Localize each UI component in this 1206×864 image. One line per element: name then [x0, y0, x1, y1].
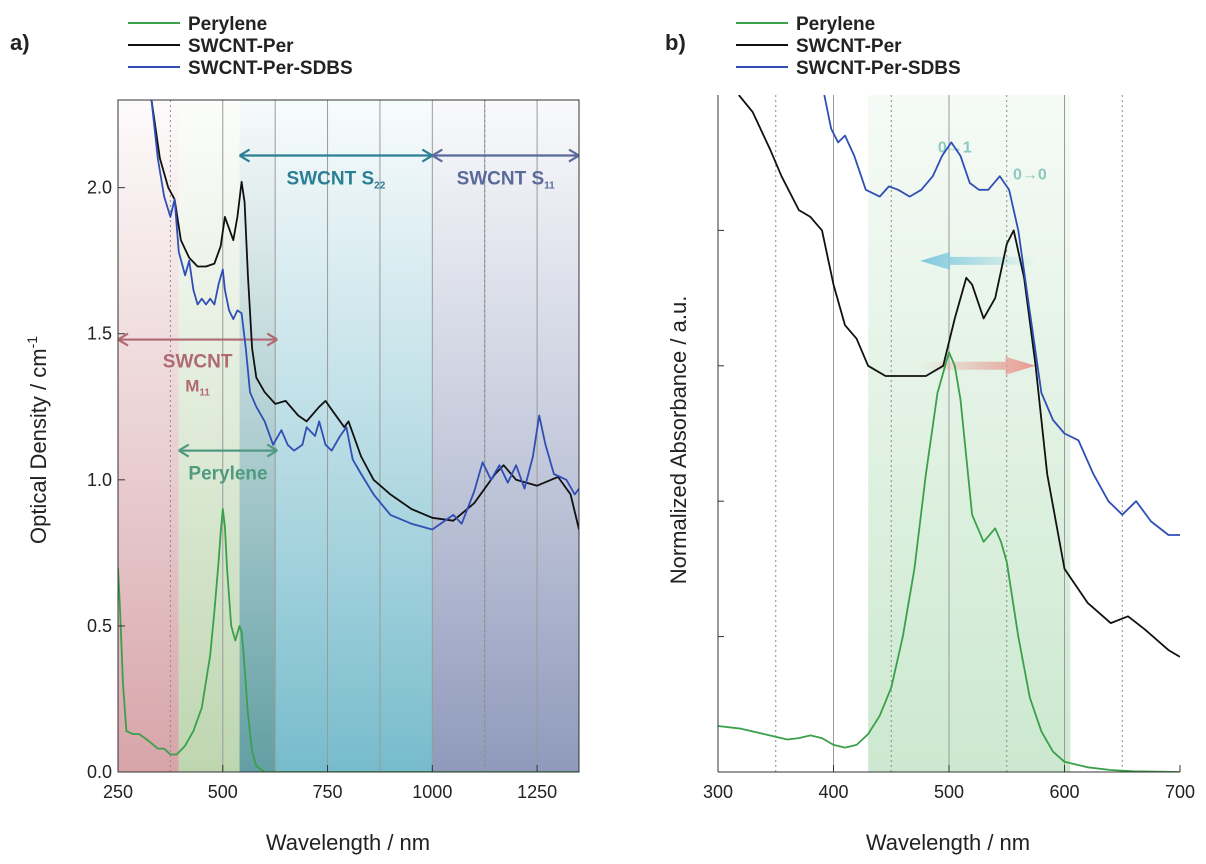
arrow-right-icon: [920, 356, 1036, 375]
x-tick-label: 600: [1049, 782, 1079, 802]
panel-b-label: b): [665, 30, 686, 55]
annotation-text: SWCNT: [163, 352, 233, 373]
legend-label: SWCNT-Per: [796, 36, 902, 57]
legend-label: Perylene: [796, 14, 875, 35]
x-tick-label: 1250: [517, 782, 557, 802]
legend-item-swcnt-per: SWCNT-Per: [736, 36, 902, 57]
panel-b-transition-arrow-right: [920, 356, 1036, 375]
legend-label: Perylene: [188, 14, 267, 35]
legend-item-perylene: Perylene: [736, 14, 875, 35]
panel-a-annotation-swcnt-s22: SWCNT S22: [238, 148, 433, 192]
panel-b-ylabel: Normalized Absorbance / a.u.: [666, 296, 691, 585]
panel-b-series: [718, 95, 1180, 772]
panel-b: 0→10→0 300 400 500 600 700 b) PeryleneSWCNT-…: [665, 14, 1195, 855]
panel-b-transition-label: 0→0: [1013, 167, 1047, 184]
x-tick-label: 250: [103, 782, 133, 802]
panel-a: SWCNT S22 SWCNT S11 SWCNT M11 Perylene 250 50…: [10, 14, 580, 855]
panel-a-xlabel: Wavelength / nm: [266, 830, 430, 855]
panel-b-transition-arrow-left: [920, 251, 1036, 270]
panel-a-annotation-swcnt11: SWCNT M11: [117, 332, 278, 399]
arrow-left-icon: [178, 443, 190, 458]
legend-item-swcnt-per-sdbs: SWCNT-Per-SDBS: [128, 58, 353, 79]
legend-item-swcnt-per: SWCNT-Per: [128, 36, 294, 57]
arrow-left-icon: [920, 251, 1036, 270]
annotation-text: SWCNT S22: [287, 169, 386, 192]
legend-label: SWCNT-Per-SDBS: [796, 58, 961, 79]
panel-b-ticks: 300 400 500 600 700: [703, 229, 1195, 802]
x-tick-label: 400: [818, 782, 848, 802]
annotation-text-line2: M11: [185, 377, 210, 399]
x-tick-label: 750: [313, 782, 343, 802]
annotation-text: Perylene: [188, 464, 267, 485]
legend-item-swcnt-per-sdbs: SWCNT-Per-SDBS: [736, 58, 961, 79]
panel-a-label: a): [10, 30, 30, 55]
x-tick-label: 500: [208, 782, 238, 802]
arrow-right-icon: [568, 148, 580, 163]
panel-b-green-band: [868, 95, 1071, 772]
panel-a-ylabel-text: Optical Density / cm: [26, 348, 51, 544]
panel-a-axes: [117, 99, 580, 773]
arrow-right-icon: [266, 443, 278, 458]
y-tick-label: 1.0: [87, 470, 112, 490]
x-tick-label: 500: [934, 782, 964, 802]
arrow-right-icon: [421, 148, 433, 163]
series-swcnt-per-sdbs: [150, 100, 579, 531]
y-tick-label: 1.5: [87, 324, 112, 344]
arrow-left-icon: [431, 148, 443, 163]
panel-a-gridlines: [169, 100, 538, 772]
legend-label: SWCNT-Per: [188, 36, 294, 57]
series-perylene: [718, 351, 1180, 772]
arrow-left-icon: [238, 148, 251, 163]
x-tick-label: 300: [703, 782, 733, 802]
legend-label: SWCNT-Per-SDBS: [188, 58, 353, 79]
panel-a-annotation-perylene: Perylene: [178, 443, 278, 485]
panel-a-series: [118, 100, 579, 772]
x-tick-label: 1000: [412, 782, 452, 802]
panel-b-xlabel: Wavelength / nm: [866, 830, 1030, 855]
y-tick-label: 0.5: [87, 616, 112, 636]
arrow-left-icon: [117, 332, 129, 347]
x-tick-label: 700: [1165, 782, 1195, 802]
panel-a-ylabel: Optical Density / cm-1: [24, 336, 51, 544]
panel-b-annotations: 0→10→0: [920, 140, 1047, 375]
y-tick-label: 0.0: [87, 762, 112, 782]
series-swcnt-per: [150, 100, 579, 530]
legend-item-perylene: Perylene: [128, 14, 267, 35]
series-perylene: [118, 508, 579, 772]
panel-a-ticks: 250 500 750 1000 1250 0.0 0.5 1.0 1.5 2.0: [87, 178, 557, 802]
y-tick-label: 2.0: [87, 178, 112, 198]
panel-a-annotations: SWCNT S22 SWCNT S11 SWCNT M11 Perylene: [117, 148, 580, 485]
arrow-right-icon: [266, 332, 278, 347]
series-swcnt-per: [738, 95, 1180, 658]
annotation-text: SWCNT S11: [457, 169, 556, 192]
panel-a-ylabel-sup: -1: [24, 336, 40, 349]
panel-a-annotation-swcnt-s11: SWCNT S11: [431, 148, 580, 192]
panel-a-plot-frame: [117, 99, 580, 773]
series-swcnt-per-sdbs: [823, 95, 1180, 536]
